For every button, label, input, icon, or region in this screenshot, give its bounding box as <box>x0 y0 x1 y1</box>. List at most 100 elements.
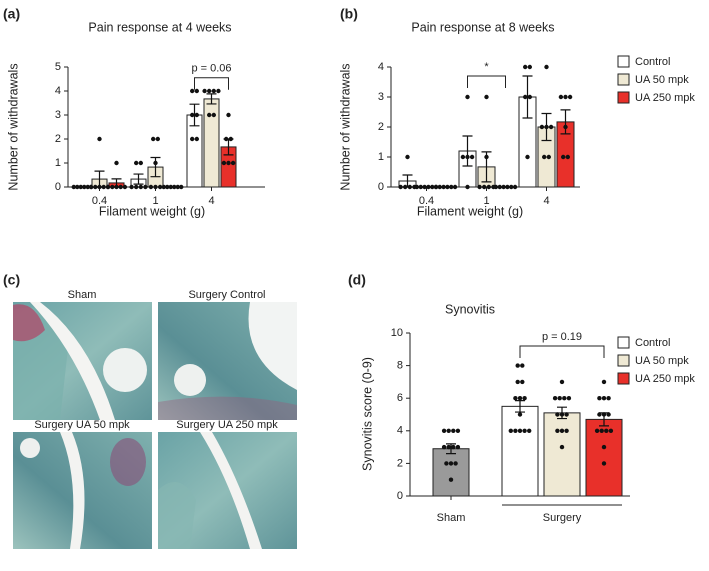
data-point <box>548 124 554 130</box>
legend-label: UA 250 mpk <box>635 92 695 104</box>
data-point <box>446 444 451 450</box>
y-tick-label: 2 <box>397 457 403 469</box>
panel-label: (b) <box>340 6 358 22</box>
error-bar <box>111 178 122 188</box>
y-tick-label: 5 <box>55 61 61 73</box>
data-point <box>509 184 514 190</box>
y-tick-label: 0 <box>378 181 384 193</box>
data-point <box>202 88 207 94</box>
chart-title: Pain response at 8 weeks <box>411 20 554 34</box>
y-tick-label: 2 <box>55 133 61 145</box>
x-tick-label: Sham <box>437 512 466 524</box>
data-point <box>194 88 199 94</box>
error-bar <box>560 109 571 135</box>
legend-label: Control <box>635 56 670 68</box>
data-point <box>561 154 566 160</box>
x-tick-label: 4 <box>208 195 214 207</box>
data-point <box>88 184 94 190</box>
error-bar <box>481 151 492 183</box>
image-label: Surgery UA 250 mpk <box>176 419 278 431</box>
error-bar <box>402 174 413 188</box>
data-point <box>226 112 231 118</box>
error-bar <box>446 443 456 455</box>
data-point <box>194 136 199 142</box>
error-bar <box>522 75 533 119</box>
x-axis-label: Filament weight (g) <box>99 204 205 218</box>
data-point <box>433 184 439 190</box>
data-point <box>525 154 530 160</box>
data-point <box>449 184 454 190</box>
panel-label: (a) <box>3 6 20 22</box>
bar <box>501 405 539 497</box>
significance-bracket <box>519 345 605 359</box>
annotation: p = 0.19 <box>542 331 582 343</box>
micrograph <box>13 432 152 549</box>
data-point <box>114 160 119 166</box>
error-bar <box>515 400 525 413</box>
error-bar <box>557 406 567 420</box>
data-point <box>486 184 491 190</box>
data-point <box>441 428 447 433</box>
error-bar <box>599 412 609 427</box>
data-point <box>484 94 489 100</box>
data-point <box>75 184 80 190</box>
data-point <box>437 184 442 190</box>
data-point <box>226 160 231 166</box>
legend-label: Control <box>635 337 670 349</box>
data-point <box>520 379 525 385</box>
data-point <box>523 94 528 100</box>
legend-swatch <box>617 336 630 349</box>
data-point <box>148 184 154 190</box>
data-point <box>567 94 573 100</box>
data-point <box>517 428 523 433</box>
chart-title: Pain response at 4 weeks <box>88 20 231 34</box>
data-point <box>151 136 156 142</box>
data-point <box>405 154 410 160</box>
data-point <box>601 396 607 401</box>
data-point <box>515 379 520 385</box>
data-point <box>522 428 527 433</box>
y-axis-label: Number of withdrawals <box>338 63 352 190</box>
data-point <box>557 396 562 401</box>
data-point <box>512 184 518 190</box>
data-point <box>122 184 128 190</box>
data-point <box>430 184 435 190</box>
x-tick-label: 0.4 <box>419 195 434 207</box>
data-point <box>565 154 570 160</box>
bar <box>432 448 470 497</box>
annotation: p = 0.06 <box>191 63 231 75</box>
data-point <box>559 379 565 385</box>
data-point <box>465 94 470 100</box>
data-point <box>460 154 466 160</box>
error-bar <box>150 156 161 178</box>
micrograph <box>13 302 152 420</box>
y-tick-label: 1 <box>55 157 61 169</box>
y-tick-label: 4 <box>397 425 403 437</box>
y-tick-label: 0 <box>55 181 61 193</box>
data-point <box>493 184 499 190</box>
data-point <box>165 184 170 190</box>
x-tick-label: 0.4 <box>92 195 107 207</box>
y-tick-label: 3 <box>378 91 384 103</box>
panel-label: (d) <box>348 272 366 288</box>
data-point <box>446 428 451 433</box>
data-point <box>134 184 139 190</box>
data-point <box>398 184 403 190</box>
data-point <box>448 477 454 482</box>
data-point <box>105 184 111 190</box>
data-point <box>599 428 604 433</box>
legend-swatch <box>617 55 630 68</box>
legend-swatch <box>617 73 630 86</box>
x-tick-label: 1 <box>152 195 158 207</box>
data-point <box>539 124 545 130</box>
data-point <box>138 160 143 166</box>
data-point <box>211 88 216 94</box>
data-point <box>513 396 518 401</box>
x-tick-label: 1 <box>483 195 489 207</box>
data-point <box>566 396 572 401</box>
x-tick-label: 4 <box>543 195 549 207</box>
data-point <box>555 428 560 433</box>
data-point <box>546 154 551 160</box>
y-tick-label: 3 <box>55 109 61 121</box>
